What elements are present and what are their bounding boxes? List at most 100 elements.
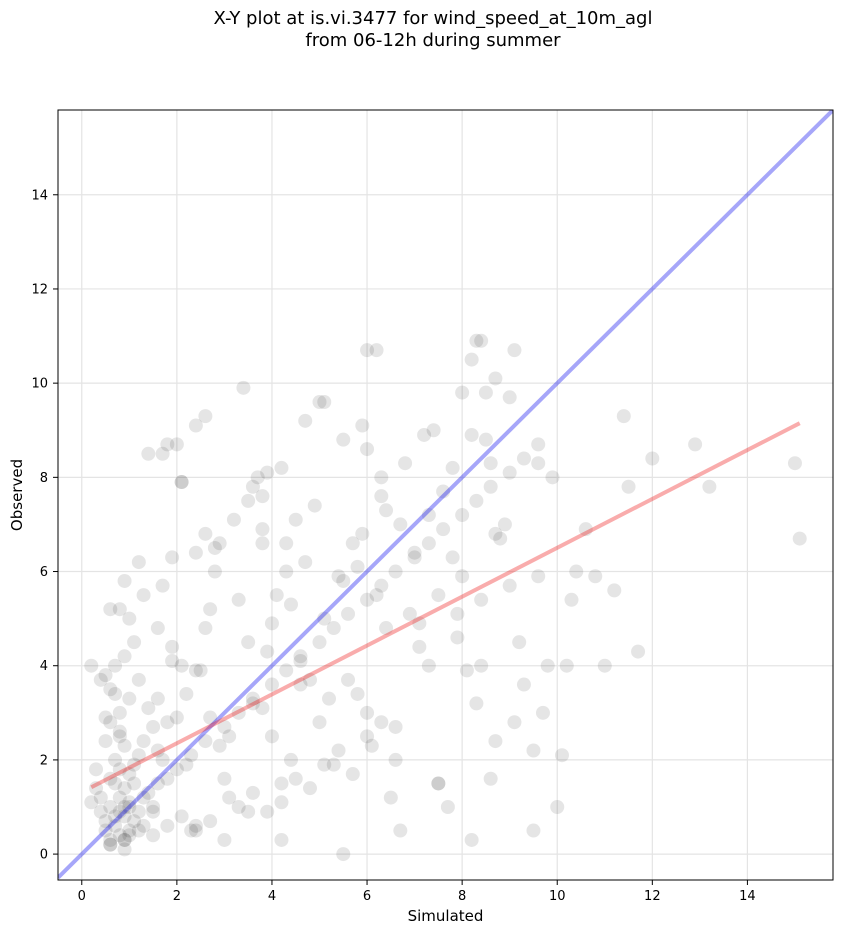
data-point	[89, 781, 104, 796]
reference-lines	[58, 110, 833, 880]
x-axis-label: Simulated	[408, 907, 484, 925]
data-point	[526, 743, 541, 758]
data-point	[146, 804, 161, 819]
chart-title-line-1: X-Y plot at is.vi.3477 for wind_speed_at…	[213, 8, 653, 29]
data-point	[374, 715, 389, 730]
data-point	[317, 611, 332, 626]
data-point	[108, 776, 123, 791]
data-point	[117, 832, 132, 847]
data-point	[545, 470, 560, 485]
data-point	[103, 715, 118, 730]
y-tick-label: 4	[40, 659, 48, 674]
data-point	[231, 592, 246, 607]
data-point	[255, 489, 270, 504]
data-point	[117, 649, 132, 664]
data-point	[260, 644, 275, 659]
data-point	[174, 475, 189, 490]
plot-frame	[57, 109, 834, 881]
data-point	[293, 654, 308, 669]
data-point	[436, 522, 451, 537]
data-point	[426, 423, 441, 438]
data-point	[355, 526, 370, 541]
data-point	[469, 493, 484, 508]
data-point	[108, 686, 123, 701]
y-tick-label: 14	[31, 188, 48, 203]
data-point	[103, 682, 118, 697]
data-point	[136, 818, 151, 833]
data-point	[407, 545, 422, 560]
data-point	[98, 668, 113, 683]
data-point	[165, 654, 180, 669]
data-point	[531, 437, 546, 452]
data-point	[207, 564, 222, 579]
data-point	[588, 569, 603, 584]
data-point	[421, 508, 436, 523]
data-point	[108, 818, 123, 833]
data-point	[141, 446, 156, 461]
data-point	[127, 814, 142, 829]
data-point	[122, 767, 137, 782]
data-point	[350, 559, 365, 574]
data-point	[360, 592, 375, 607]
data-point	[141, 701, 156, 716]
data-point	[507, 715, 522, 730]
data-point	[464, 427, 479, 442]
data-point	[445, 460, 460, 475]
data-point	[131, 672, 146, 687]
data-point	[98, 823, 113, 838]
data-point	[84, 658, 99, 673]
data-point	[179, 757, 194, 772]
data-point	[222, 790, 237, 805]
data-point	[412, 616, 427, 631]
data-point	[112, 729, 127, 744]
data-point	[398, 456, 413, 471]
data-point	[302, 672, 317, 687]
data-point	[112, 602, 127, 617]
data-point	[531, 569, 546, 584]
y-tick-label: 2	[40, 753, 48, 768]
data-point	[160, 771, 175, 786]
data-point	[474, 333, 489, 348]
data-point	[421, 658, 436, 673]
data-point	[288, 771, 303, 786]
data-point	[474, 592, 489, 607]
data-point	[502, 390, 517, 405]
data-point	[578, 522, 593, 537]
data-point	[193, 663, 208, 678]
data-point	[431, 776, 446, 791]
data-point	[260, 804, 275, 819]
data-point	[217, 832, 232, 847]
data-point	[512, 635, 527, 650]
data-point	[379, 621, 394, 636]
data-point	[207, 540, 222, 555]
data-point	[455, 508, 470, 523]
data-point	[554, 748, 569, 763]
data-point	[260, 465, 275, 480]
data-point	[188, 545, 203, 560]
data-point	[117, 842, 132, 857]
data-point	[274, 832, 289, 847]
data-point	[421, 536, 436, 551]
grid	[58, 110, 833, 880]
data-point	[231, 705, 246, 720]
data-point	[188, 418, 203, 433]
data-point	[288, 512, 303, 527]
data-point	[117, 738, 132, 753]
data-point	[93, 672, 108, 687]
data-point	[241, 635, 256, 650]
data-point	[188, 823, 203, 838]
data-point	[231, 800, 246, 815]
data-point	[160, 437, 175, 452]
data-point	[293, 677, 308, 692]
data-point	[150, 776, 165, 791]
data-point	[469, 696, 484, 711]
data-point	[117, 800, 132, 815]
data-point	[326, 621, 341, 636]
y-axis-label: Observed	[8, 459, 26, 531]
data-point	[393, 823, 408, 838]
x-tick-label: 6	[363, 889, 371, 904]
data-point	[264, 729, 279, 744]
data-point	[136, 734, 151, 749]
data-point	[127, 757, 142, 772]
data-point	[550, 800, 565, 815]
